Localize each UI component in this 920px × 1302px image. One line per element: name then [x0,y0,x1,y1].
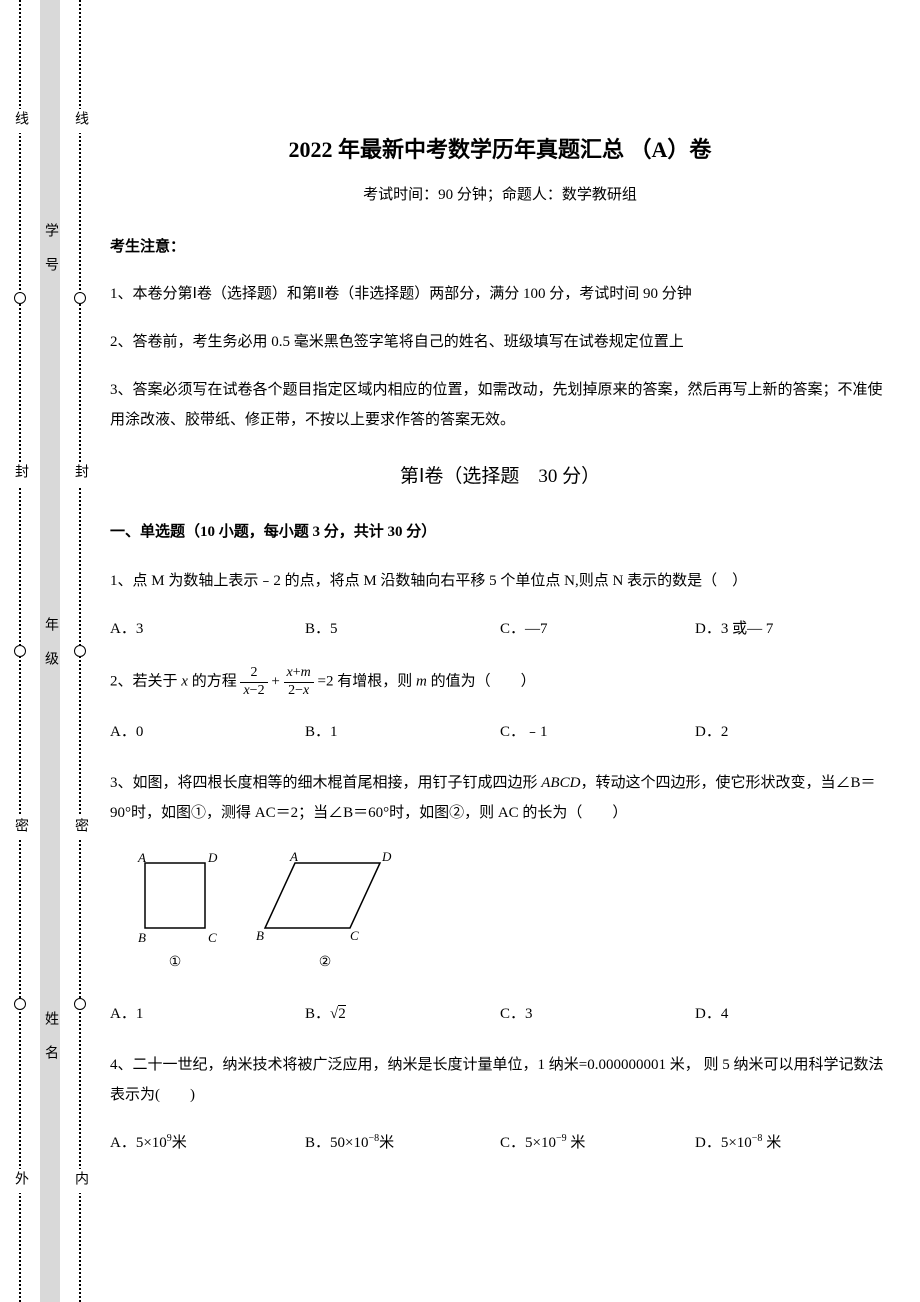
gray-label-2: 姓名 [40,1009,60,1081]
question-3-figures: A D B C ① A D B C ② [130,848,890,975]
gray-column: 学号 年级 姓名 [40,0,60,1302]
q2-opt-b: B．1 [305,719,500,746]
fig1-label-d: D [207,850,218,865]
section-1-title: 第Ⅰ卷（选择题 30 分） [110,460,890,494]
q2-frac1-den: x−2 [240,683,267,700]
page-subtitle: 考试时间：90 分钟；命题人：数学教研组 [110,182,890,209]
notice-header: 考生注意： [110,234,890,261]
q1-opt-b: B．5 [305,616,500,643]
q3-abcd: ABCD [541,775,580,791]
outer-label-1: 封 [10,462,30,486]
q2-opt-c: C．﹣1 [500,719,695,746]
notice-3: 3、答案必须写在试卷各个题目指定区域内相应的位置，如需改动，先划掉原来的答案，然… [110,375,890,435]
fig1-label-a: A [137,850,146,865]
fig2-label-a: A [289,849,298,864]
q2-mid1: 的方程 [188,674,237,690]
q1-opt-c: C．—7 [500,616,695,643]
q3-opt-c: C．3 [500,1001,695,1028]
question-group-header: 一、单选题（10 小题，每小题 3 分，共计 30 分） [110,519,890,546]
q4-opt-d: D．5×10−8 米 [695,1130,890,1157]
notice-1: 1、本卷分第Ⅰ卷（选择题）和第Ⅱ卷（非选择题）两部分，满分 100 分，考试时间… [110,279,890,309]
q2-opt-a: A．0 [110,719,305,746]
q2-var-m: m [416,674,427,690]
q2-fraction-2: x+m 2−x [284,665,314,700]
sqrt-2: √2 [330,1005,346,1022]
question-3-options: A．1 B．√2 C．3 D．4 [110,1001,890,1028]
question-2: 2、若关于 x 的方程 2 x−2 + x+m 2−x =2 有增根，则 m 的… [110,665,890,700]
inner-circle-2 [74,998,86,1010]
q2-opt-d: D．2 [695,719,890,746]
q2-prefix: 2、若关于 [110,674,181,690]
q3-opt-d: D．4 [695,1001,890,1028]
q2-var-x: x [181,674,188,690]
rhombus-svg: A D B C [250,848,400,948]
outer-label-3: 外 [10,1169,30,1193]
fig1-label-c: C [208,930,217,945]
outer-dotted-column: 线 封 密 外 [0,0,40,1302]
question-1: 1、点 M 为数轴上表示﹣2 的点，将点 M 沿数轴向右平移 5 个单位点 N,… [110,566,890,596]
content-area: 2022 年最新中考数学历年真题汇总 （A）卷 考试时间：90 分钟；命题人：数… [100,0,920,1302]
inner-label-2: 密 [70,816,90,840]
gray-label-1: 年级 [40,615,60,687]
q3-opt-b: B．√2 [305,1001,500,1028]
inner-dotted-column: 线 封 密 内 [60,0,100,1302]
inner-label-1: 封 [70,462,90,486]
q2-plus: + [271,674,283,690]
binding-area: 线 封 密 外 学号 年级 姓名 线 封 密 内 [0,0,100,1302]
q4-opt-a: A．5×109米 [110,1130,305,1157]
question-3: 3、如图，将四根长度相等的细木棍首尾相接，用钉子钉成四边形 ABCD，转动这个四… [110,768,890,828]
q4-opt-b: B．50×10−8米 [305,1130,500,1157]
outer-label-0: 线 [10,109,30,133]
gray-label-0: 学号 [40,221,60,293]
outer-label-2: 密 [10,816,30,840]
fig1-label-b: B [138,930,146,945]
q3-text1: 3、如图，将四根长度相等的细木棍首尾相接，用钉子钉成四边形 [110,775,541,791]
question-2-options: A．0 B．1 C．﹣1 D．2 [110,719,890,746]
fig2-label-b: B [256,928,264,943]
inner-label-0: 线 [70,109,90,133]
q3-opt-a: A．1 [110,1001,305,1028]
q2-frac2-num: x+m [284,665,314,683]
q2-frac2-den: 2−x [284,683,314,700]
inner-circle-1 [74,645,86,657]
page-title: 2022 年最新中考数学历年真题汇总 （A）卷 [110,130,890,170]
fig2-caption: ② [250,950,400,975]
square-svg: A D B C [130,848,220,948]
inner-circle-0 [74,292,86,304]
q1-opt-a: A．3 [110,616,305,643]
question-4-options: A．5×109米 B．50×10−8米 C．5×10−9 米 D．5×10−8 … [110,1130,890,1157]
figure-2-rhombus: A D B C ② [250,848,400,975]
q1-opt-d: D．3 或— 7 [695,616,890,643]
q4-opt-c: C．5×10−9 米 [500,1130,695,1157]
inner-label-3: 内 [70,1169,90,1193]
question-1-options: A．3 B．5 C．—7 D．3 或— 7 [110,616,890,643]
fig2-label-d: D [381,849,392,864]
q2-fraction-1: 2 x−2 [240,665,267,700]
notice-2: 2、答卷前，考生务必用 0.5 毫米黑色签字笔将自己的姓名、班级填写在试卷规定位… [110,327,890,357]
outer-circle-0 [14,292,26,304]
outer-circle-1 [14,645,26,657]
question-4: 4、二十一世纪，纳米技术将被广泛应用，纳米是长度计量单位，1 纳米=0.0000… [110,1050,890,1110]
q2-end: 的值为（ ） [427,674,536,690]
q2-suffix: =2 有增根，则 [318,674,416,690]
fig2-label-c: C [350,928,359,943]
fig1-caption: ① [130,950,220,975]
figure-1-square: A D B C ① [130,848,220,975]
outer-circle-2 [14,998,26,1010]
q2-frac1-num: 2 [240,665,267,683]
